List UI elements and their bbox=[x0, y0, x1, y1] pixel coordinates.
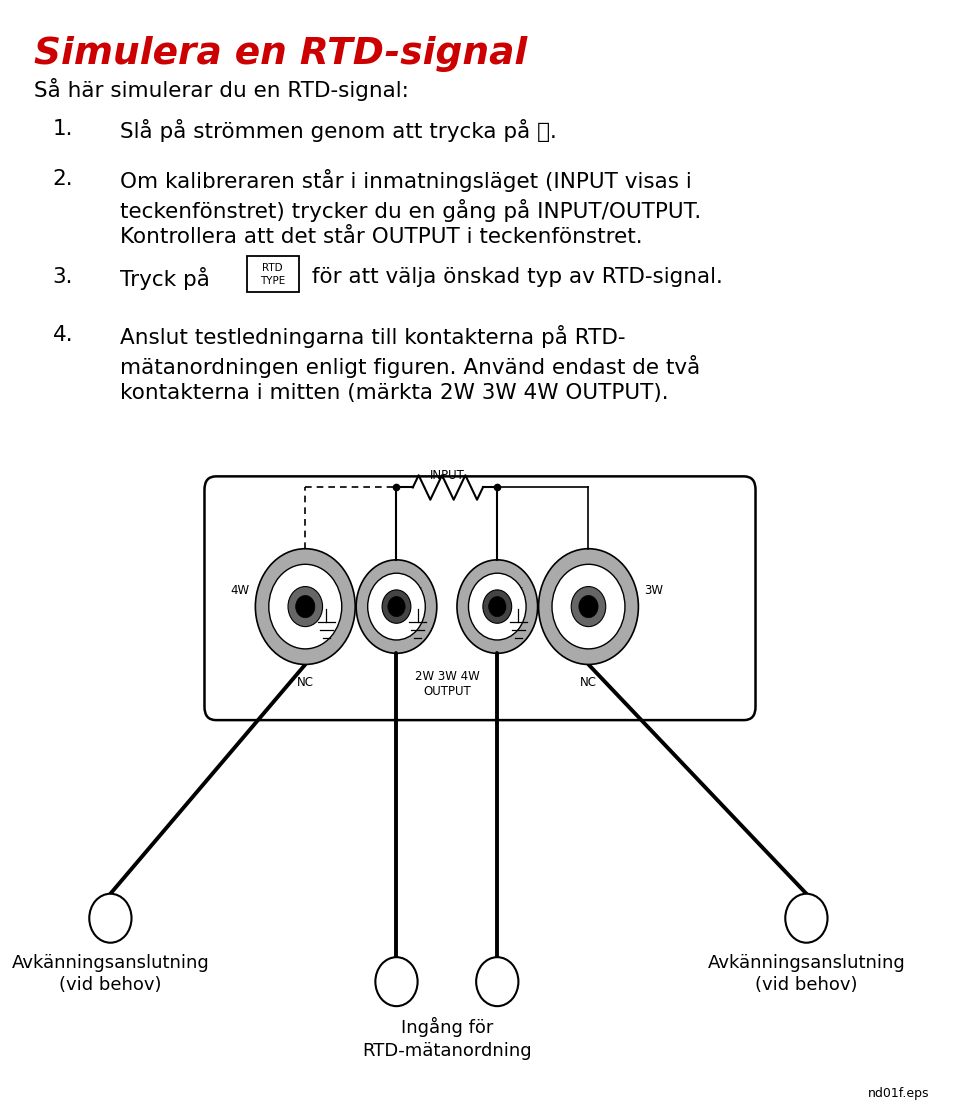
Circle shape bbox=[388, 597, 405, 617]
Circle shape bbox=[579, 595, 598, 618]
FancyBboxPatch shape bbox=[204, 476, 756, 720]
Text: INPUT: INPUT bbox=[429, 469, 465, 482]
Text: Slå på strömmen genom att trycka på Ⓢ.: Slå på strömmen genom att trycka på Ⓢ. bbox=[120, 119, 557, 142]
Circle shape bbox=[552, 564, 625, 649]
Circle shape bbox=[483, 590, 512, 623]
Text: Simulera en RTD-signal: Simulera en RTD-signal bbox=[34, 36, 527, 71]
Text: 30V
MAX: 30V MAX bbox=[313, 587, 333, 605]
Circle shape bbox=[785, 894, 828, 943]
Text: TYPE: TYPE bbox=[260, 276, 285, 286]
Text: Tryck på: Tryck på bbox=[120, 267, 217, 290]
Text: Om kalibreraren står i inmatningsläget (INPUT visas i
teckenfönstret) trycker du: Om kalibreraren står i inmatningsläget (… bbox=[120, 169, 701, 247]
Circle shape bbox=[539, 549, 638, 664]
Circle shape bbox=[476, 957, 518, 1006]
Circle shape bbox=[288, 587, 323, 627]
Text: 2W 3W 4W
OUTPUT: 2W 3W 4W OUTPUT bbox=[415, 670, 479, 698]
Circle shape bbox=[356, 560, 437, 653]
Text: 30V
MAX: 30V MAX bbox=[404, 587, 424, 605]
Text: 3.: 3. bbox=[53, 267, 73, 287]
Text: 3W: 3W bbox=[644, 584, 663, 598]
Text: RTD: RTD bbox=[262, 263, 283, 273]
Text: för att välja önskad typ av RTD-signal.: för att välja önskad typ av RTD-signal. bbox=[305, 267, 723, 287]
Circle shape bbox=[382, 590, 411, 623]
Text: NC: NC bbox=[580, 676, 597, 689]
Circle shape bbox=[468, 573, 526, 640]
Text: 2.: 2. bbox=[53, 169, 73, 189]
Circle shape bbox=[89, 894, 132, 943]
Text: Avkänningsanslutning
(vid behov): Avkänningsanslutning (vid behov) bbox=[708, 954, 905, 994]
Circle shape bbox=[296, 595, 315, 618]
Text: Avkänningsanslutning
(vid behov): Avkänningsanslutning (vid behov) bbox=[12, 954, 209, 994]
Circle shape bbox=[571, 587, 606, 627]
Text: 4W: 4W bbox=[230, 584, 250, 598]
Circle shape bbox=[457, 560, 538, 653]
FancyBboxPatch shape bbox=[247, 256, 299, 292]
Text: 4.: 4. bbox=[53, 325, 73, 345]
Circle shape bbox=[368, 573, 425, 640]
Text: 1.: 1. bbox=[53, 119, 73, 139]
Text: Ingång för
RTD-mätanordning: Ingång för RTD-mätanordning bbox=[362, 1017, 532, 1060]
Circle shape bbox=[375, 957, 418, 1006]
Text: 30V
MAX: 30V MAX bbox=[505, 587, 525, 605]
Text: nd01f.eps: nd01f.eps bbox=[868, 1086, 929, 1100]
Text: NC: NC bbox=[297, 676, 314, 689]
Text: Anslut testledningarna till kontakterna på RTD-
mätanordningen enligt figuren. A: Anslut testledningarna till kontakterna … bbox=[120, 325, 700, 403]
Circle shape bbox=[269, 564, 342, 649]
Circle shape bbox=[489, 597, 506, 617]
Text: Så här simulerar du en RTD-signal:: Så här simulerar du en RTD-signal: bbox=[34, 78, 408, 101]
Circle shape bbox=[255, 549, 355, 664]
